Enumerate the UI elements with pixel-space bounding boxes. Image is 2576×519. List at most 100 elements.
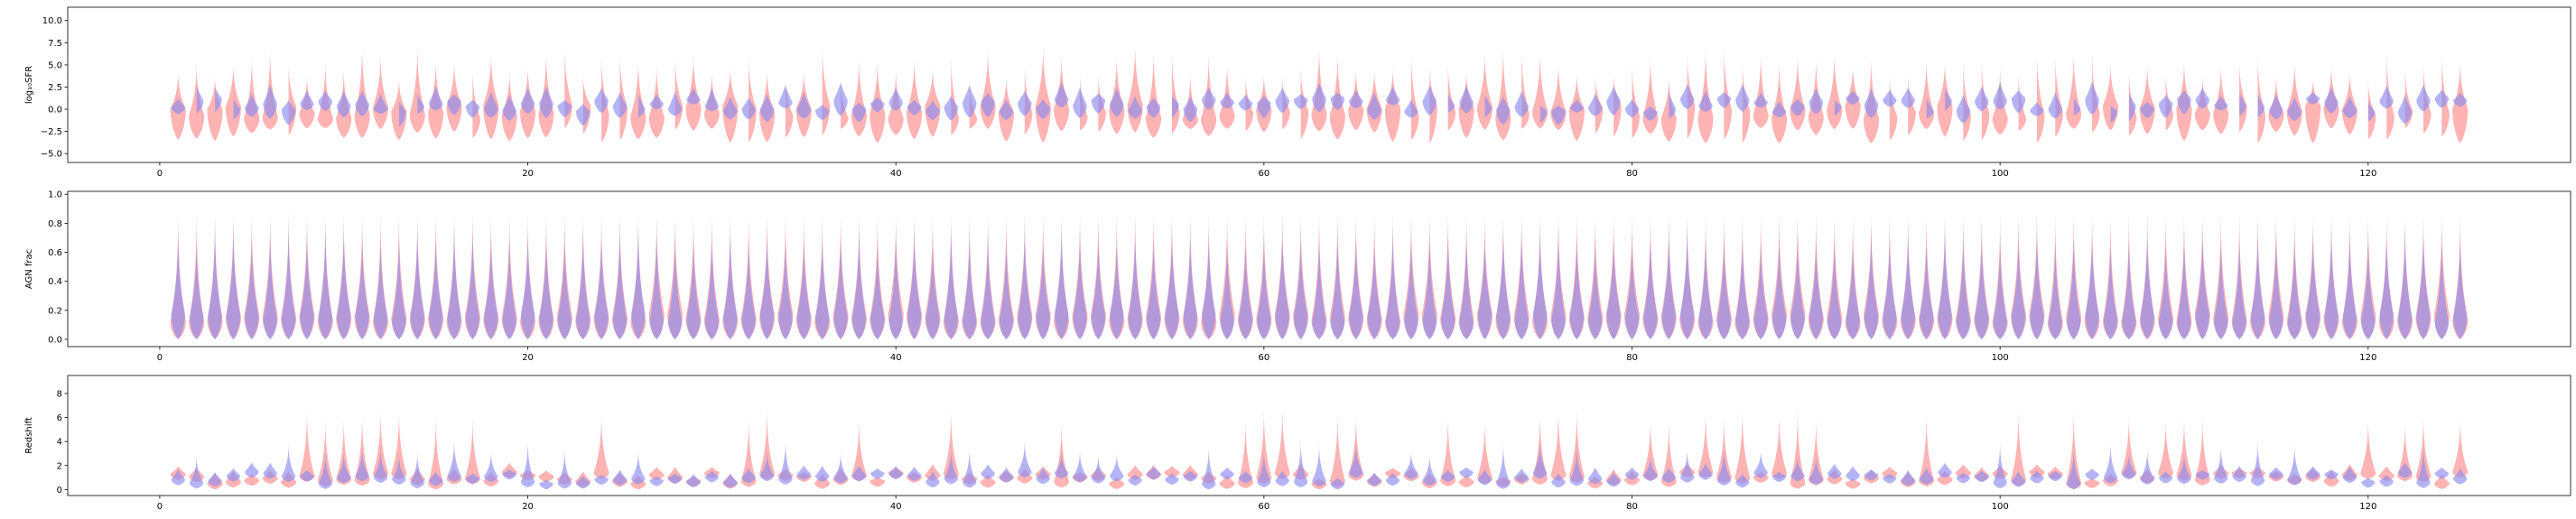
y-tick-label: 0.0 (48, 106, 62, 116)
y-axis-label: log₁₀SFR (24, 66, 34, 104)
violin-116-series-2 (2288, 441, 2302, 486)
violin-47-series-2 (1018, 203, 1031, 339)
x-tick-label: 40 (890, 502, 902, 512)
violin-99-series-2 (1975, 470, 1988, 482)
x-tick-label: 100 (1992, 353, 2009, 363)
violin-38-series-2 (852, 204, 866, 339)
x-tick-label: 80 (1626, 169, 1638, 179)
violin-115-series-2 (2269, 208, 2283, 339)
x-tick-label: 80 (1626, 502, 1638, 512)
violin-100-series-2 (1993, 82, 2006, 109)
violin-106-series-1 (2103, 60, 2118, 130)
violin-43-series-1 (951, 51, 959, 134)
violin-104-series-1 (2066, 48, 2081, 128)
violin-26-series-2 (631, 448, 645, 484)
violin-83-series-2 (1680, 446, 1694, 483)
violin-75-series-2 (1533, 207, 1547, 339)
violin-101-series-2 (2012, 216, 2025, 339)
violin-97-series-2 (1938, 463, 1951, 478)
violin-34-series-2 (778, 84, 792, 108)
y-tick-label: −5.0 (41, 150, 62, 160)
violin-65-series-2 (1349, 439, 1362, 477)
violin-39-series-2 (870, 468, 884, 479)
violin-11-series-1 (355, 41, 370, 138)
violin-39-series-2 (870, 219, 884, 339)
violin-9-series-2 (319, 90, 332, 111)
violin-100-series-2 (1994, 438, 2007, 488)
violin-112-series-2 (2214, 96, 2227, 111)
violin-110-series-2 (2177, 210, 2190, 339)
violin-38-series-1 (851, 54, 867, 136)
violin-72-series-1 (1477, 49, 1493, 130)
violin-54-series-2 (1147, 216, 1160, 339)
x-tick-label: 0 (157, 502, 163, 512)
violin-62-series-2 (1294, 436, 1307, 487)
y-tick-label: 0.2 (48, 306, 62, 316)
violin-64-series-1 (1330, 406, 1345, 487)
violin-13-series-1 (391, 76, 406, 140)
violin-71-series-2 (1459, 467, 1473, 477)
violin-45-series-2 (981, 208, 994, 339)
violin-41-series-2 (907, 208, 921, 339)
violin-112-series-2 (2214, 216, 2227, 339)
violin-51-series-2 (1092, 452, 1105, 483)
violin-73-series-2 (1496, 439, 1510, 489)
violin-48-series-2 (1037, 218, 1050, 339)
panel-2: 0.00.20.40.60.81.00 20 40 60 80 100 120AGN fra… (24, 190, 2571, 363)
violin-28-series-2 (668, 212, 682, 339)
violin-23-series-2 (576, 476, 590, 488)
violin-35-series-2 (797, 218, 811, 339)
violin-111-series-2 (2196, 88, 2209, 108)
violin-97-series-2 (1938, 203, 1951, 339)
violins (171, 40, 2469, 143)
violin-89-series-2 (1790, 211, 1804, 339)
violin-16-series-2 (447, 436, 460, 482)
violin-76-series-2 (1551, 204, 1565, 339)
violin-108-series-1 (2140, 62, 2155, 134)
violin-69-series-2 (1423, 452, 1437, 487)
violin-85-series-1 (1724, 43, 1732, 139)
violin-70-series-1 (1448, 60, 1456, 130)
violin-77-series-2 (1570, 218, 1584, 339)
violin-71-series-2 (1459, 206, 1473, 339)
violin-25-series-2 (613, 204, 627, 339)
y-tick-label: 8 (57, 389, 62, 399)
violin-74-series-2 (1515, 203, 1529, 338)
violin-91-series-1 (1827, 49, 1842, 129)
violin-48-series-1 (1036, 42, 1051, 143)
violin-78-series-2 (1588, 468, 1602, 484)
y-tick-label: −2.5 (41, 127, 62, 137)
violin-7-series-2 (282, 440, 295, 482)
violin-85-series-2 (1717, 441, 1731, 486)
violin-49-series-2 (1055, 205, 1068, 339)
violin-120-series-2 (2361, 477, 2375, 487)
violin-37-series-2 (833, 450, 847, 484)
violin-90-series-2 (1809, 452, 1823, 485)
violin-123-series-2 (2416, 440, 2430, 487)
violin-12-series-2 (374, 218, 387, 339)
y-tick-label: 0.0 (48, 335, 62, 345)
violin-119-series-2 (2343, 209, 2357, 339)
violin-57-series-2 (1202, 214, 1215, 339)
violin-96-series-2 (1920, 217, 1933, 339)
violin-16-series-2 (447, 204, 460, 339)
violin-98-series-2 (1957, 210, 1970, 339)
violin-36-series-2 (815, 212, 829, 339)
violin-73-series-2 (1496, 204, 1510, 339)
x-tick-label: 60 (1258, 169, 1269, 179)
violin-46-series-2 (1000, 216, 1013, 339)
violin-40-series-2 (889, 88, 903, 111)
violin-50-series-2 (1073, 448, 1086, 482)
y-tick-label: 1.0 (48, 190, 62, 200)
violin-68-series-2 (1404, 99, 1418, 118)
violin-15-series-2 (429, 86, 442, 110)
y-tick-label: 6 (57, 413, 62, 423)
violin-18-series-2 (484, 91, 498, 118)
violin-32-series-2 (741, 217, 755, 339)
violin-11-series-2 (355, 443, 368, 481)
violin-4-series-1 (226, 60, 241, 137)
violin-10-series-2 (337, 449, 350, 483)
violin-4-series-2 (227, 204, 240, 339)
violin-24-series-2 (594, 213, 608, 339)
violin-92-series-2 (1846, 218, 1859, 339)
